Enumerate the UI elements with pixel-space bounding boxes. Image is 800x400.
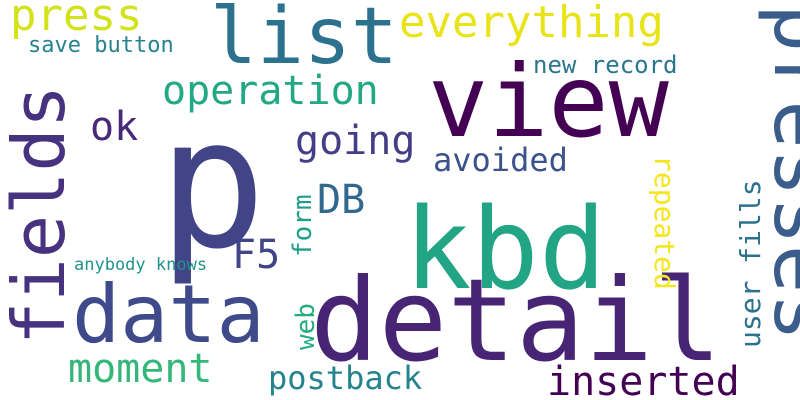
word-everything: everything — [399, 0, 664, 48]
word-F5: F5 — [232, 232, 280, 278]
word-avoided: avoided — [433, 141, 568, 179]
word-data: data — [72, 268, 265, 361]
word-press: press — [10, 0, 142, 41]
word-kbd: kbd — [404, 185, 606, 315]
word-user-fills: user fills — [734, 179, 767, 348]
word-repeated: repeated — [648, 155, 681, 290]
word-save-button: save button — [28, 33, 174, 58]
word-form: form — [288, 194, 318, 257]
word-presses: presses — [756, 4, 800, 341]
word-detail: detail — [310, 254, 722, 387]
word-anybody-knows: anybody knows — [74, 255, 207, 275]
word-fields: fields — [0, 85, 81, 345]
word-postback: postback — [268, 359, 422, 397]
word-ok: ok — [90, 104, 138, 150]
word-view: view — [428, 43, 670, 160]
word-going: going — [295, 118, 415, 164]
word-moment: moment — [68, 346, 213, 392]
word-p: p — [158, 80, 266, 289]
word-list: list — [210, 0, 398, 82]
word-DB: DB — [317, 177, 365, 223]
word-new-record: new record — [533, 51, 678, 79]
word-operation: operation — [162, 68, 379, 114]
word-web: web — [291, 303, 321, 350]
word-inserted: inserted — [547, 359, 740, 400]
